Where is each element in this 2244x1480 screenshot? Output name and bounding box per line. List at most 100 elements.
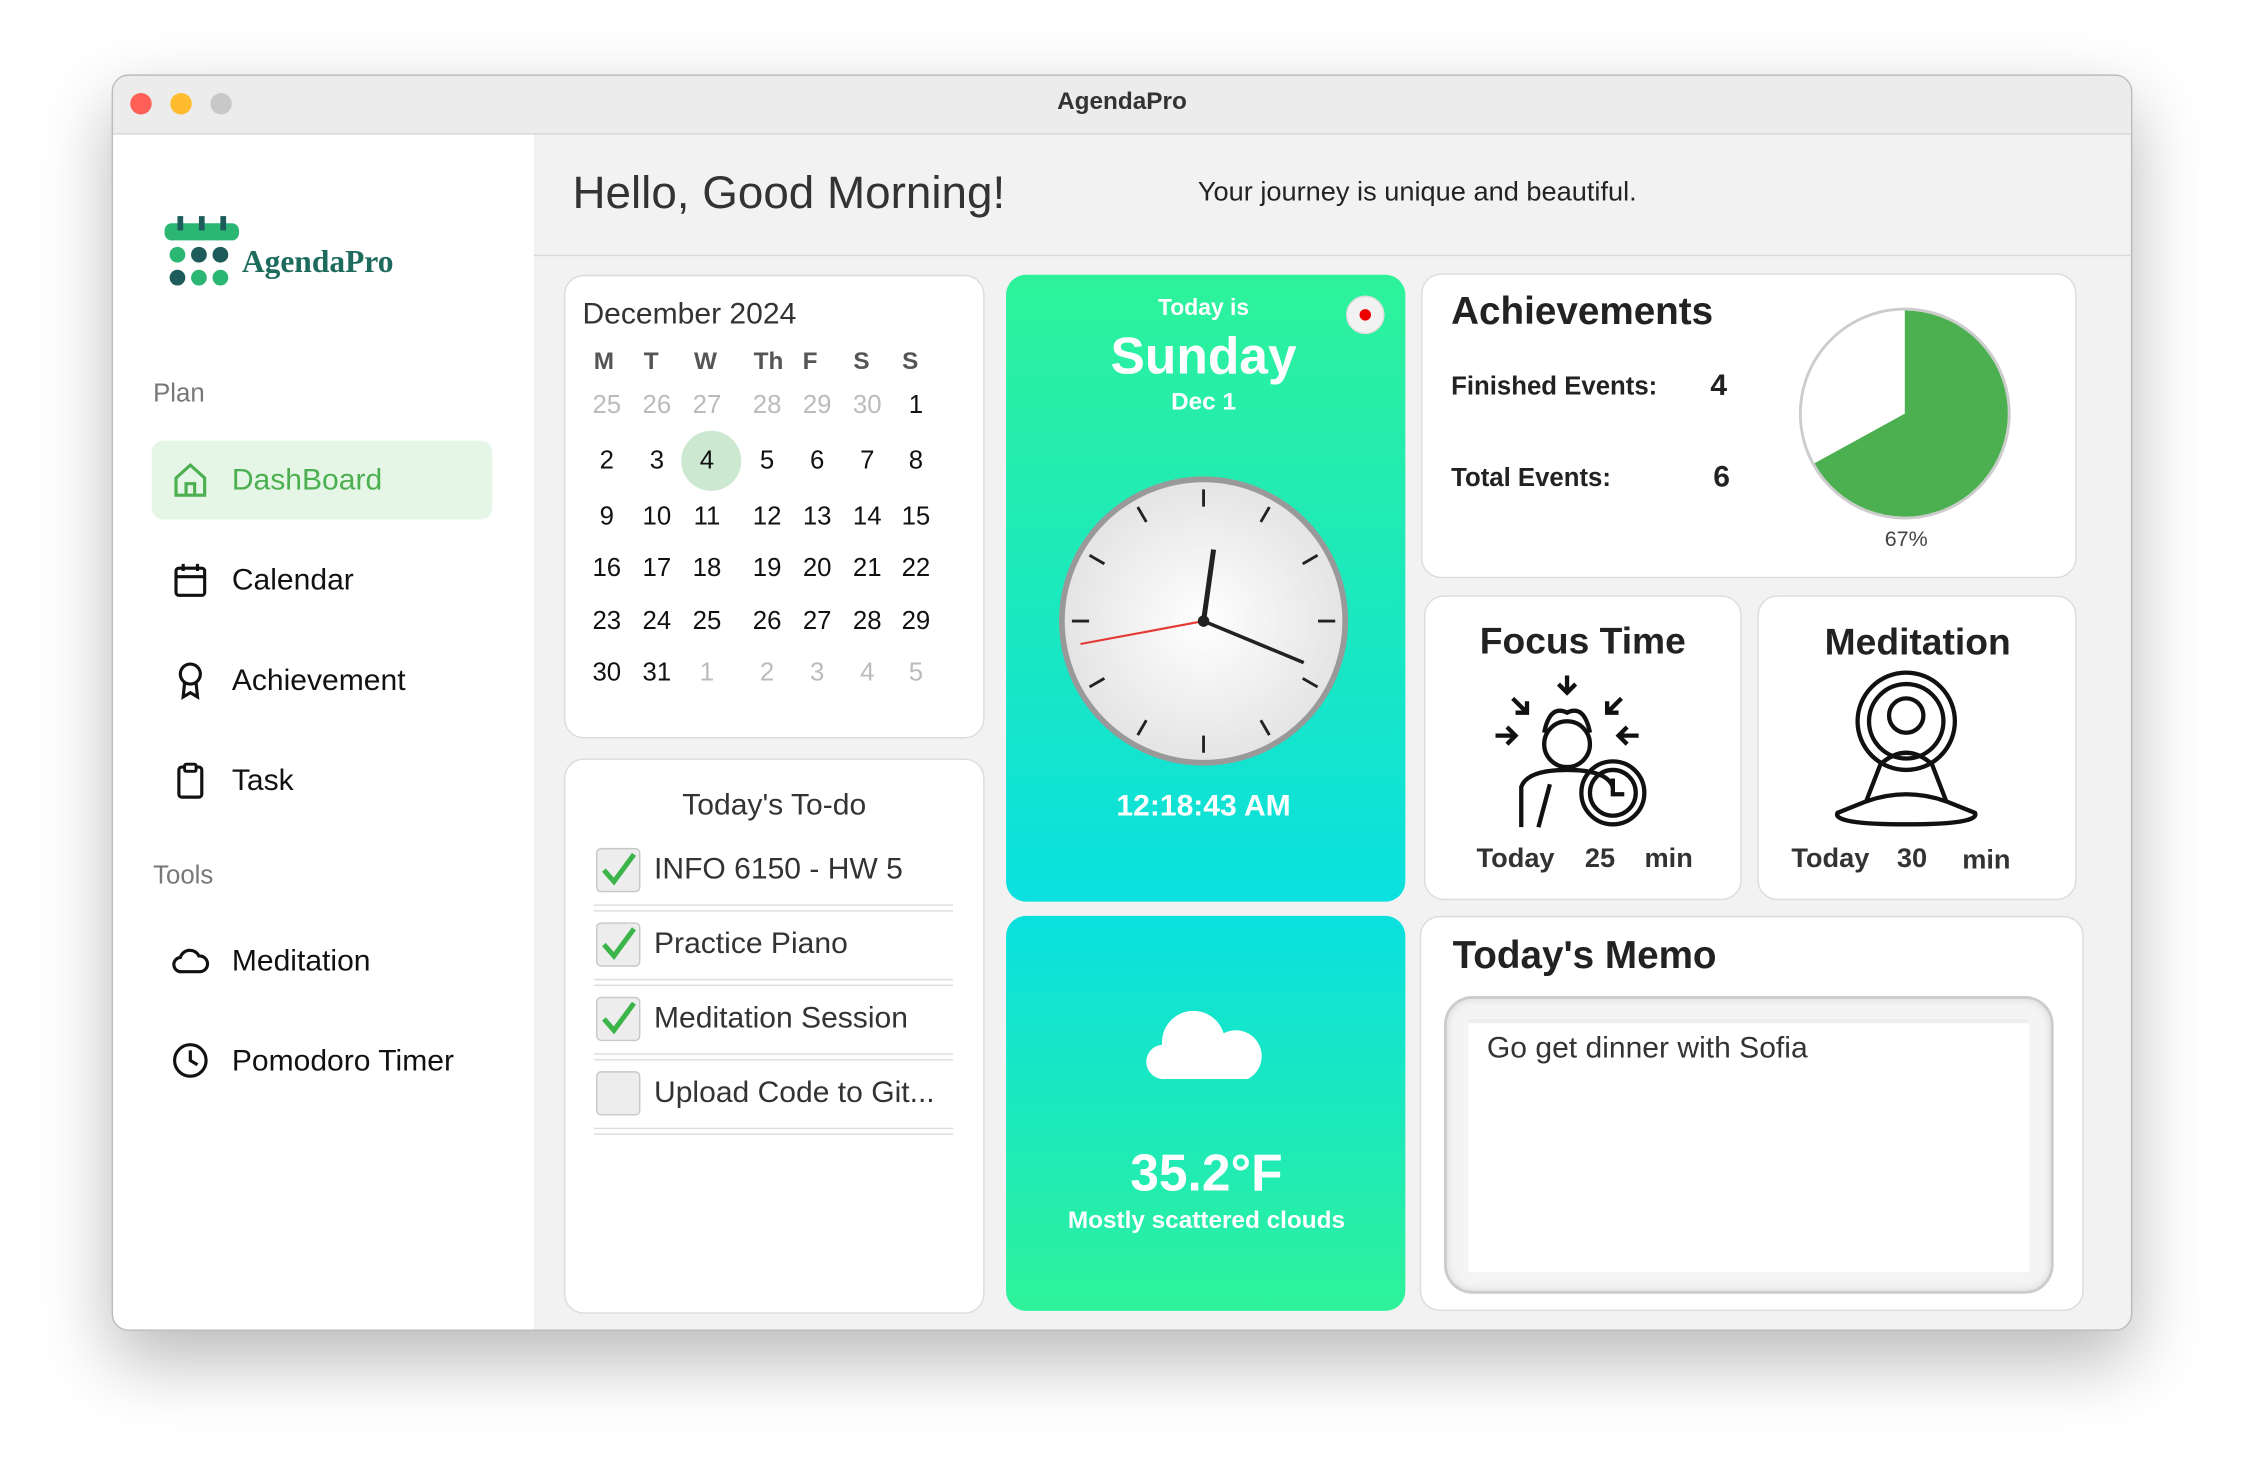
todo-text: Meditation Session [654, 1001, 908, 1035]
weekday: T [643, 347, 659, 375]
memo-input[interactable] [1468, 1018, 2030, 1273]
calendar-day[interactable]: 25 [692, 606, 722, 635]
todo-checkbox[interactable] [595, 996, 641, 1042]
nav-item[interactable]: Meditation [231, 944, 371, 978]
close-button[interactable] [130, 93, 152, 115]
nav-item[interactable]: DashBoard [231, 463, 383, 497]
temperature: 35.2°F [1130, 1143, 1283, 1203]
calendar-day[interactable]: 11 [693, 501, 721, 531]
nav-icon-svg [177, 762, 204, 799]
logo-text: AgendaPro [241, 243, 394, 280]
todo-checkbox[interactable] [595, 922, 641, 968]
calendar-day[interactable]: 25 [592, 389, 622, 419]
nav-icon [172, 661, 212, 701]
pie-slice [1814, 310, 2008, 517]
calendar-day[interactable]: 26 [642, 389, 672, 419]
calendar-day[interactable]: 29 [802, 389, 832, 419]
calendar-day[interactable]: 13 [802, 501, 832, 531]
calendar-day[interactable]: 8 [908, 445, 924, 475]
calendar-day[interactable]: 6 [809, 445, 825, 475]
nav-selected-bg [151, 440, 493, 520]
calendar-day[interactable]: 21 [852, 553, 882, 582]
calendar-day[interactable]: 14 [852, 501, 882, 531]
calendar-day[interactable]: 28 [752, 389, 782, 419]
today-time: 12:18:43 AM [1116, 789, 1291, 823]
nav-item[interactable]: Task [231, 764, 294, 798]
calendar-day[interactable]: 29 [901, 606, 931, 635]
focus-card [1423, 595, 1742, 901]
calendar-day[interactable]: 26 [752, 606, 782, 635]
meditation-today: Today [1791, 844, 1870, 875]
calendar-day[interactable]: 3 [809, 657, 825, 687]
todo-checkbox-svg [596, 996, 641, 1042]
section-label: Tools [153, 860, 214, 890]
calendar-day[interactable]: 2 [759, 657, 775, 687]
calendar-day[interactable]: 5 [908, 657, 924, 687]
calendar-day[interactable]: 24 [642, 606, 672, 635]
today-label: Today is [1157, 296, 1250, 321]
calendar-day[interactable]: 23 [592, 606, 622, 635]
calendar-day[interactable]: 17 [642, 553, 672, 582]
titlebar [113, 75, 2131, 135]
calendar-day[interactable]: 15 [901, 501, 931, 531]
calendar-day[interactable]: 1 [699, 657, 715, 687]
focus-minutes: 25 [1584, 844, 1616, 875]
weekday: S [853, 347, 870, 375]
total-label: Total Events: [1451, 462, 1611, 492]
calendar-day[interactable]: 27 [692, 389, 722, 419]
minimize-button[interactable] [170, 93, 192, 115]
greeting: Hello, Good Morning! [572, 166, 1006, 219]
todo-checkbox[interactable] [595, 847, 641, 893]
total-count: 6 [1713, 460, 1730, 494]
calendar-day[interactable]: 7 [860, 445, 875, 475]
focus-unit: min [1644, 844, 1693, 875]
todo-separator [593, 1053, 954, 1061]
focus-icon [1493, 670, 1653, 830]
nav-icon [172, 761, 212, 801]
calendar-day[interactable]: 10 [642, 501, 672, 531]
calendar-day[interactable]: 16 [592, 553, 622, 582]
weather-icon [1145, 1002, 1268, 1082]
logo-icon-svg [164, 216, 239, 286]
achievements-title: Achievements [1451, 289, 1714, 333]
clock-svg [1059, 476, 1349, 766]
calendar-day[interactable]: 31 [642, 657, 672, 687]
finished-count: 4 [1710, 369, 1728, 403]
memo-title: Today's Memo [1452, 933, 1717, 977]
calendar-day[interactable]: 30 [852, 389, 882, 419]
calendar-day[interactable]: 1 [908, 389, 924, 419]
zoom-button[interactable] [210, 93, 232, 115]
nav-icon [172, 461, 212, 501]
weather-card [1006, 915, 1406, 1311]
window-title: AgendaPro [1057, 87, 1187, 115]
calendar-month: December 2024 [582, 297, 797, 331]
record-button[interactable] [1345, 295, 1385, 335]
weekday: S [902, 347, 919, 375]
calendar-day[interactable]: 27 [802, 606, 832, 635]
calendar-day[interactable]: 4 [699, 445, 715, 475]
calendar-day[interactable]: 5 [759, 445, 775, 475]
calendar-day[interactable]: 9 [599, 501, 614, 531]
calendar-day[interactable]: 30 [592, 657, 622, 687]
todo-text: Upload Code to Git... [654, 1076, 935, 1110]
focus-title: Focus Time [1479, 618, 1686, 662]
calendar-day[interactable]: 18 [692, 553, 722, 582]
calendar-day[interactable]: 4 [860, 657, 875, 687]
nav-item[interactable]: Calendar [231, 563, 354, 597]
calendar-day[interactable]: 28 [852, 606, 882, 635]
nav-icon-svg [173, 1043, 208, 1078]
calendar-day[interactable]: 2 [599, 445, 614, 475]
nav-item[interactable]: Achievement [231, 664, 406, 697]
todo-checkbox[interactable] [595, 1070, 641, 1116]
calendar-day[interactable]: 12 [752, 501, 782, 531]
nav-item[interactable]: Pomodoro Timer [231, 1044, 454, 1078]
pie-chart-svg [1798, 307, 2011, 520]
calendar-day[interactable]: 19 [752, 553, 782, 582]
calendar-day[interactable]: 3 [649, 445, 665, 475]
nav-icon-svg [174, 462, 207, 497]
weekday: W [694, 347, 718, 375]
calendar-day[interactable]: 20 [802, 553, 832, 582]
calendar-day[interactable]: 22 [901, 553, 931, 582]
